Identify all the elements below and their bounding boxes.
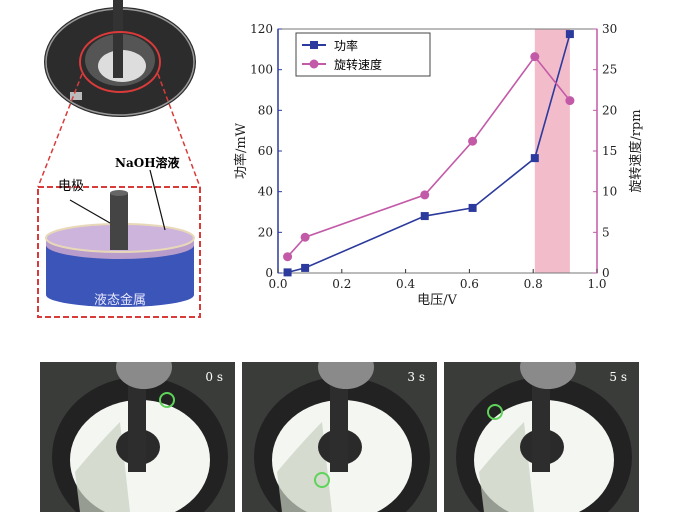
y-tick-label-right: 25 [602, 63, 617, 77]
speed-point [283, 252, 293, 262]
highlight-band [534, 29, 570, 273]
speed-point [530, 52, 540, 62]
y-tick-label-right: 15 [602, 144, 617, 158]
legend-label-power: 功率 [334, 38, 358, 53]
speed-point [420, 190, 430, 200]
series-line-speed [286, 55, 571, 258]
y-tick-label-left: 0 [265, 266, 273, 280]
electrode-label: 电极 [58, 179, 84, 194]
electrode [110, 190, 128, 250]
metal-label: 液态金属 [94, 292, 146, 308]
power-point [530, 154, 539, 163]
speed-point [565, 96, 575, 106]
frame-time-label: 3 s [407, 370, 425, 384]
device-photo [44, 0, 196, 117]
y-tick-label-left: 80 [258, 103, 273, 117]
tracked-particle-marker [314, 472, 330, 488]
power-speed-chart: 0.0 0.2 0.4 0.6 0.8 1.00204060801001200510152… [233, 22, 644, 308]
solution-label: NaOH溶液 [115, 155, 180, 170]
speed-point [300, 232, 310, 242]
x-tick-label: 0.2 [332, 277, 351, 291]
power-point [301, 263, 310, 272]
frame-time-label: 5 s [609, 370, 627, 384]
y-axis-label-right: 旋转速度/rpm [628, 109, 644, 192]
frame-image [52, 362, 228, 512]
y-tick-label-left: 20 [258, 225, 273, 239]
y-tick-label-left: 40 [258, 185, 273, 199]
legend-label-speed: 旋转速度 [334, 57, 382, 72]
tracked-particle-marker [159, 392, 175, 408]
video-frame: 5 s [444, 362, 639, 512]
y-tick-label-right: 10 [602, 185, 617, 199]
legend-marker-speed [309, 59, 319, 69]
y-tick-label-right: 20 [602, 103, 617, 117]
video-frame: 3 s [242, 362, 437, 512]
power-point [468, 203, 477, 212]
y-tick-label-left: 120 [250, 22, 273, 36]
x-tick-label: 0.6 [460, 277, 479, 291]
x-tick-label: 1.0 [587, 277, 606, 291]
legend-marker-power [310, 41, 318, 49]
speed-point [468, 136, 478, 146]
x-tick-label: 0.0 [268, 277, 287, 291]
power-point [420, 212, 429, 221]
device-schematic: 电极 NaOH溶液 液态金属 [37, 0, 201, 318]
y-tick-label-right: 30 [602, 22, 617, 36]
power-point [565, 30, 574, 39]
frame-image [456, 362, 632, 512]
x-tick-label: 0.4 [396, 277, 415, 291]
y-tick-label-right: 0 [602, 266, 610, 280]
y-tick-label-left: 100 [250, 63, 273, 77]
x-axis-label: 电压/V [417, 293, 457, 308]
zoom-circle [79, 31, 161, 93]
frame-image [254, 362, 430, 512]
y-tick-label-left: 60 [258, 144, 273, 158]
y-tick-label-right: 5 [602, 225, 610, 239]
y-axis-label-left: 功率/mW [233, 122, 249, 179]
video-frame: 0 s [40, 362, 235, 512]
tracked-particle-marker [487, 404, 503, 420]
power-point [283, 268, 292, 277]
x-tick-label: 0.8 [524, 277, 543, 291]
legend: 功率 旋转速度 [295, 32, 431, 77]
frame-time-label: 0 s [205, 370, 223, 384]
zoom-box [37, 186, 201, 318]
